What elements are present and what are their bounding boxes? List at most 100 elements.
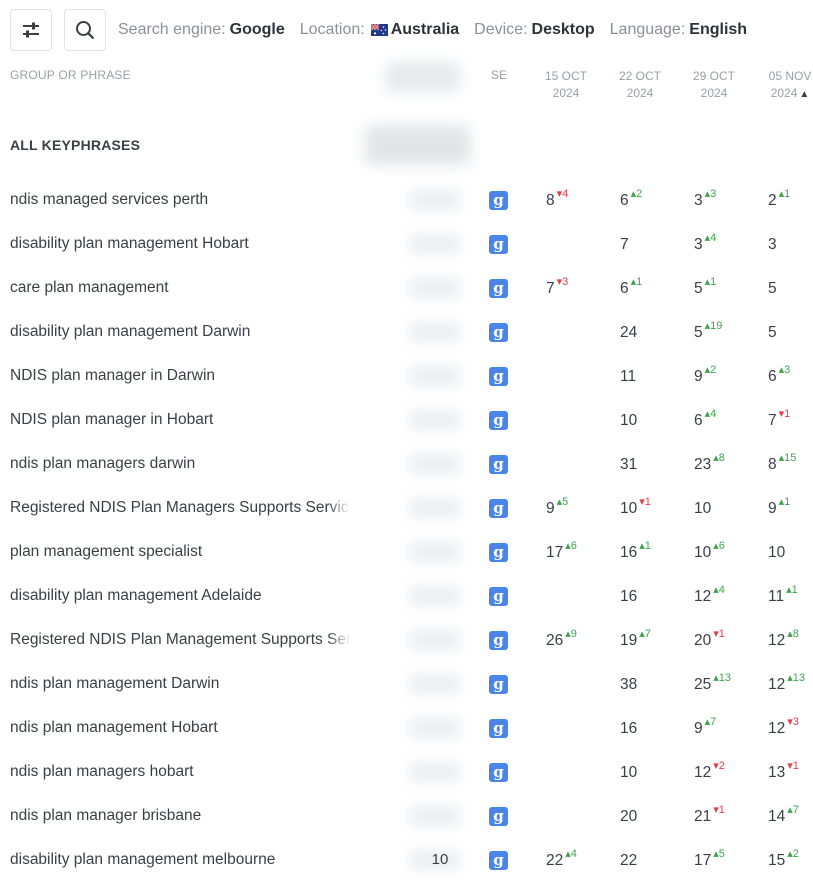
keyphrase-text[interactable]: care plan management <box>10 266 350 310</box>
rank-cell[interactable]: 6 ▴3 <box>768 354 790 398</box>
rank-cell[interactable]: 6 ▴4 <box>694 398 716 442</box>
rank-cell[interactable]: 10 ▾1 <box>620 486 651 530</box>
rank-cell[interactable]: 21 ▾1 <box>694 794 725 838</box>
table-row[interactable]: ndis plan management Darwin g 38 25 ▴13 12 ▴13 <box>0 662 813 706</box>
rank-cell[interactable]: 31 <box>620 442 637 486</box>
rank-cell[interactable]: 3 ▴3 <box>694 178 716 222</box>
google-engine-icon[interactable]: g <box>489 763 508 782</box>
rank-cell[interactable]: 23 ▴8 <box>694 442 725 486</box>
rank-cell[interactable]: 17 ▴5 <box>694 838 725 882</box>
table-row[interactable]: NDIS plan manager in Darwin g 11 9 ▴2 6 ▴3 <box>0 354 813 398</box>
rank-cell[interactable]: 38 <box>620 662 637 706</box>
google-engine-icon[interactable]: g <box>489 807 508 826</box>
rank-cell[interactable]: 7 ▾3 <box>546 266 568 310</box>
rank-cell[interactable]: 5 ▴1 <box>694 266 716 310</box>
keyphrase-text[interactable]: NDIS plan manager in Hobart <box>10 398 350 442</box>
date-header-22-oct[interactable]: 22 OCT 2024 <box>610 68 670 102</box>
rank-cell[interactable]: 14 ▴7 <box>768 794 799 838</box>
keyphrase-text[interactable]: Registered NDIS Plan Managers Supports S… <box>10 486 350 530</box>
rank-cell[interactable]: 7 <box>620 222 629 266</box>
search-engine-filter[interactable]: Search engine: Google <box>118 21 285 39</box>
keyphrase-text[interactable]: ndis plan managers hobart <box>10 750 350 794</box>
rank-cell[interactable]: 9 ▴2 <box>694 354 716 398</box>
keyphrase-text[interactable]: NDIS plan manager in Darwin <box>10 354 350 398</box>
keyphrase-text[interactable]: disability plan management Darwin <box>10 310 350 354</box>
table-row[interactable]: NDIS plan manager in Hobart g 10 6 ▴4 7 ▾1 <box>0 398 813 442</box>
keyphrase-text[interactable]: plan management specialist <box>10 530 350 574</box>
table-row[interactable]: ndis plan managers darwin g 31 23 ▴8 8 ▴15 <box>0 442 813 486</box>
google-engine-icon[interactable]: g <box>489 191 508 210</box>
rank-cell[interactable]: 11 ▴1 <box>768 574 798 618</box>
google-engine-icon[interactable]: g <box>489 235 508 254</box>
rank-cell[interactable]: 16 ▴1 <box>620 530 651 574</box>
rank-cell[interactable]: 12 ▾2 <box>694 750 725 794</box>
table-row[interactable]: ndis plan managers hobart g 10 12 ▾2 13 ▾1 <box>0 750 813 794</box>
rank-cell[interactable]: 20 <box>620 794 637 838</box>
device-filter[interactable]: Device: Desktop <box>474 21 594 39</box>
google-engine-icon[interactable]: g <box>489 455 508 474</box>
table-row[interactable]: ndis plan manager brisbane g 20 21 ▾1 14 ▴7 <box>0 794 813 838</box>
rank-cell[interactable]: 16 <box>620 706 637 750</box>
keyphrase-text[interactable]: disability plan management Adelaide <box>10 574 350 618</box>
rank-cell[interactable]: 10 <box>620 750 637 794</box>
rank-cell[interactable]: 10 <box>768 530 785 574</box>
rank-cell[interactable]: 9 ▴1 <box>768 486 790 530</box>
google-engine-icon[interactable]: g <box>489 367 508 386</box>
rank-cell[interactable]: 3 <box>768 222 777 266</box>
group-label[interactable]: ALL KEYPHRASES <box>10 137 141 153</box>
google-engine-icon[interactable]: g <box>489 851 508 870</box>
rank-cell[interactable]: 12 ▴13 <box>768 662 805 706</box>
keyphrase-text[interactable]: ndis plan management Hobart <box>10 706 350 750</box>
keyphrase-text[interactable]: disability plan management melbourne <box>10 838 350 882</box>
rank-cell[interactable]: 8 ▾4 <box>546 178 568 222</box>
rank-cell[interactable]: 9 ▴5 <box>546 486 568 530</box>
rank-cell[interactable]: 8 ▴15 <box>768 442 796 486</box>
rank-cell[interactable]: 17 ▴6 <box>546 530 577 574</box>
google-engine-icon[interactable]: g <box>489 323 508 342</box>
table-row[interactable]: disability plan management Adelaide g 16 12… <box>0 574 813 618</box>
rank-cell[interactable]: 3 ▴4 <box>694 222 716 266</box>
rank-cell[interactable]: 16 <box>620 574 637 618</box>
rank-cell[interactable]: 6 ▴2 <box>620 178 642 222</box>
rank-cell[interactable]: 10 <box>694 486 711 530</box>
keyphrase-text[interactable]: ndis managed services perth <box>10 178 350 222</box>
rank-cell[interactable]: 12 ▾3 <box>768 706 799 750</box>
search-button[interactable] <box>64 9 106 51</box>
rank-cell[interactable]: 12 ▴4 <box>694 574 725 618</box>
table-row[interactable]: Registered NDIS Plan Managers Supports S… <box>0 486 813 530</box>
rank-cell[interactable]: 11 <box>620 354 636 398</box>
keyphrase-text[interactable]: ndis plan management Darwin <box>10 662 350 706</box>
rank-cell[interactable]: 25 ▴13 <box>694 662 731 706</box>
keyphrase-text[interactable]: disability plan management Hobart <box>10 222 350 266</box>
rank-cell[interactable]: 5 ▴19 <box>694 310 722 354</box>
language-filter[interactable]: Language: English <box>610 21 747 39</box>
rank-cell[interactable]: 26 ▴9 <box>546 618 577 662</box>
google-engine-icon[interactable]: g <box>489 631 508 650</box>
rank-cell[interactable]: 24 <box>620 310 637 354</box>
keyphrase-text[interactable]: ndis plan manager brisbane <box>10 794 350 838</box>
rank-cell[interactable]: 15 ▴2 <box>768 838 799 882</box>
rank-cell[interactable]: 20 ▾1 <box>694 618 725 662</box>
table-row[interactable]: plan management specialist g 17 ▴6 16 ▴1 10 ▴6 1… <box>0 530 813 574</box>
rank-cell[interactable]: 5 <box>768 266 777 310</box>
keyphrase-text[interactable]: ndis plan managers darwin <box>10 442 350 486</box>
google-engine-icon[interactable]: g <box>489 675 508 694</box>
google-engine-icon[interactable]: g <box>489 543 508 562</box>
table-row[interactable]: care plan management g 7 ▾3 6 ▴1 5 ▴1 5 <box>0 266 813 310</box>
table-row[interactable]: disability plan management Darwin g 24 5 ▴19… <box>0 310 813 354</box>
se-header[interactable]: SE <box>491 68 508 82</box>
table-row[interactable]: ndis managed services perth g 8 ▾4 6 ▴2 3 ▴3 2 ▴1 <box>0 178 813 222</box>
rank-cell[interactable]: 2 ▴1 <box>768 178 790 222</box>
table-row[interactable]: ndis plan management Hobart g 16 9 ▴7 12 ▾3 <box>0 706 813 750</box>
rank-cell[interactable]: 5 <box>768 310 777 354</box>
rank-cell[interactable]: 7 ▾1 <box>768 398 790 442</box>
rank-cell[interactable]: 22 ▴4 <box>546 838 577 882</box>
group-or-phrase-header[interactable]: GROUP OR PHRASE <box>10 68 131 82</box>
date-header-05-nov[interactable]: 05 NOV 2024 ▲ <box>760 68 813 103</box>
google-engine-icon[interactable]: g <box>489 587 508 606</box>
table-row[interactable]: Registered NDIS Plan Management Supports… <box>0 618 813 662</box>
google-engine-icon[interactable]: g <box>489 499 508 518</box>
table-row[interactable]: disability plan management Hobart g 7 3 ▴4 3 <box>0 222 813 266</box>
filter-settings-button[interactable] <box>10 9 52 51</box>
location-filter[interactable]: Location: Australia <box>300 21 459 39</box>
